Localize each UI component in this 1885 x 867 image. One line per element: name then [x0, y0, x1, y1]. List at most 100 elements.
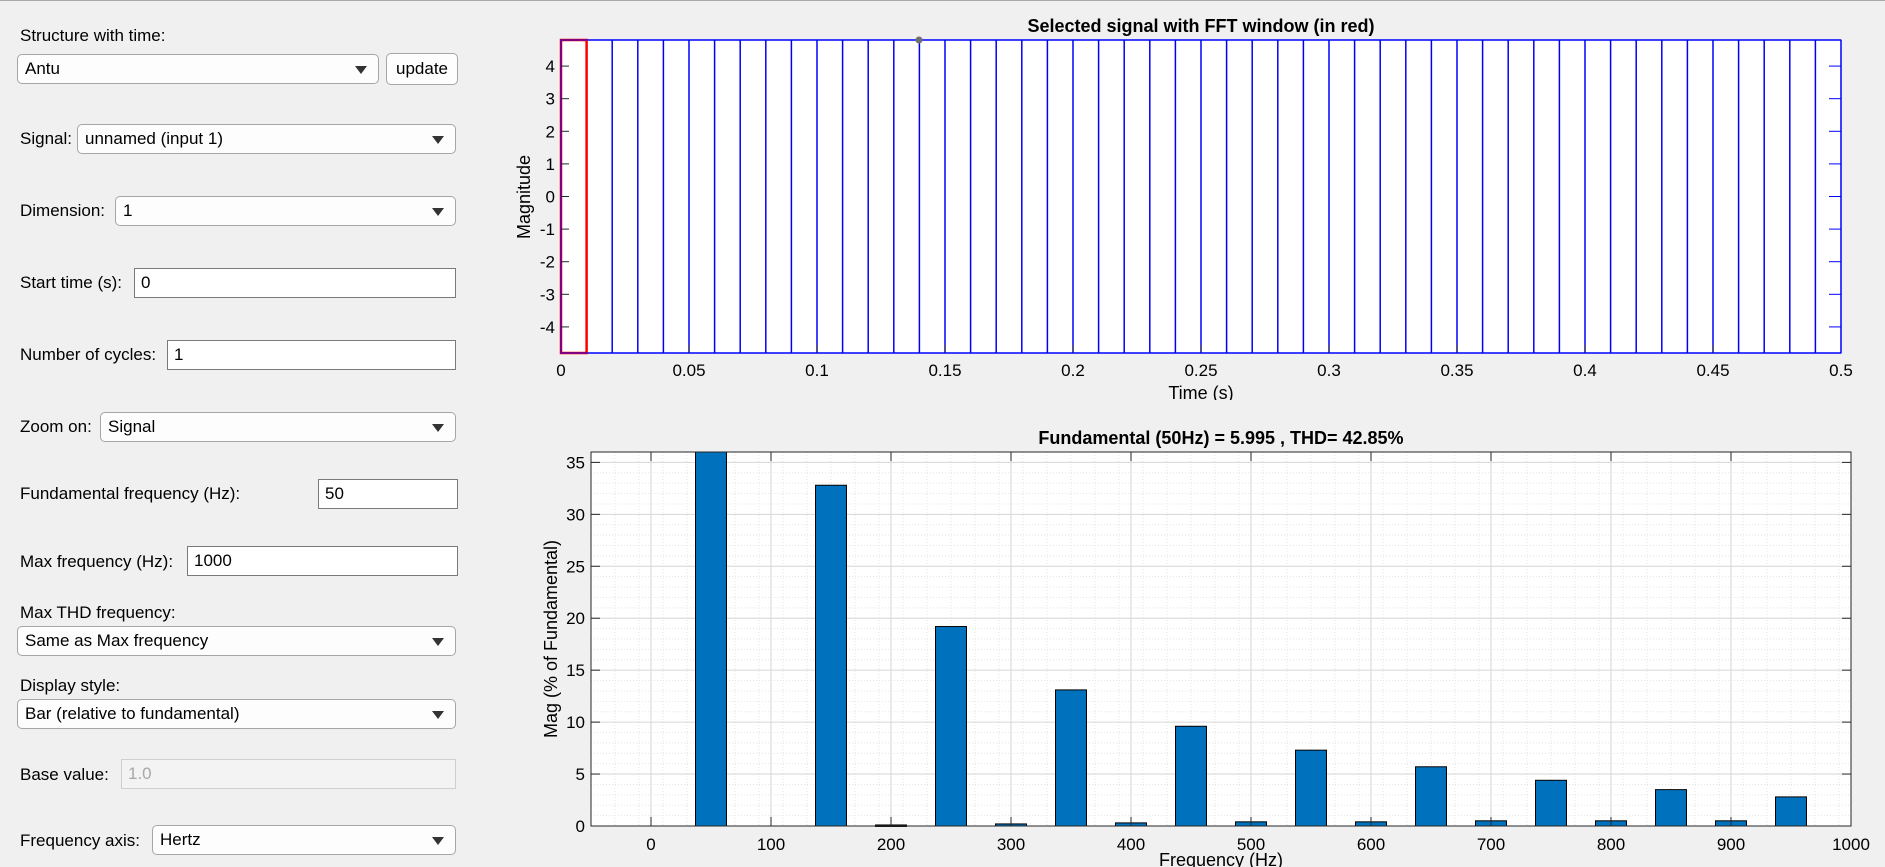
max-thd-dropdown[interactable]: Same as Max frequency	[17, 626, 456, 656]
x-tick-label: 0.2	[1061, 361, 1085, 380]
freq-axis-dropdown[interactable]: Hertz	[152, 825, 456, 855]
harmonic-bar	[695, 451, 727, 827]
y-tick-label: 3	[546, 90, 555, 109]
x-tick-label: 0.15	[928, 361, 961, 380]
x-tick-label: 0	[646, 835, 655, 854]
max-thd-value: Same as Max frequency	[25, 631, 209, 650]
signal-plot-xlabel: Time (s)	[1168, 383, 1233, 400]
chevron-down-icon	[432, 424, 444, 432]
signal-plot-frame	[560, 39, 1842, 354]
freq-axis-value: Hertz	[160, 830, 201, 849]
freq-axis-label: Frequency axis:	[20, 831, 140, 850]
x-tick-label: 800	[1597, 835, 1625, 854]
y-tick-label: 1	[546, 155, 555, 174]
harmonic-bar	[1655, 789, 1687, 827]
cycles-input[interactable]: 1	[167, 340, 456, 370]
chevron-down-icon	[355, 66, 367, 74]
start-time-label: Start time (s):	[20, 273, 123, 292]
y-tick-label: 15	[566, 661, 585, 680]
fft-plot-xlabel: Frequency (Hz)	[1159, 850, 1283, 867]
chevron-down-icon	[432, 638, 444, 646]
y-tick-label: 30	[566, 505, 585, 524]
fft-plot-ylabel: Mag (% of Fundamental)	[541, 540, 561, 738]
chevron-down-icon	[432, 136, 444, 144]
max-freq-label: Max frequency (Hz):	[20, 552, 174, 571]
x-tick-label: 0.3	[1317, 361, 1341, 380]
signal-value: unnamed (input 1)	[85, 129, 223, 148]
signal-plot-ylabel: Magnitude	[514, 155, 534, 239]
update-button[interactable]: update	[386, 53, 458, 85]
structure-label: Structure with time:	[20, 26, 166, 45]
x-tick-label: 0.05	[672, 361, 705, 380]
max-freq-input[interactable]: 1000	[187, 546, 458, 576]
harmonic-bar	[1775, 796, 1807, 827]
chevron-down-icon	[432, 837, 444, 845]
fund-freq-input[interactable]: 50	[318, 479, 458, 509]
y-tick-label: 20	[566, 609, 585, 628]
harmonic-bar	[815, 484, 847, 827]
x-tick-label: 0.1	[805, 361, 829, 380]
max-thd-label: Max THD frequency:	[20, 603, 176, 622]
y-tick-label: -1	[540, 220, 555, 239]
x-tick-label: 300	[997, 835, 1025, 854]
fund-freq-label: Fundamental frequency (Hz):	[20, 484, 241, 503]
x-tick-label: 600	[1357, 835, 1385, 854]
x-tick-label: 0.25	[1184, 361, 1217, 380]
cycles-label: Number of cycles:	[20, 345, 157, 364]
structure-dropdown[interactable]: Antu	[17, 54, 379, 84]
x-tick-label: 0.4	[1573, 361, 1597, 380]
harmonic-bar	[1535, 779, 1567, 827]
y-tick-label: 0	[576, 817, 585, 836]
y-tick-label: 25	[566, 557, 585, 576]
display-style-label: Display style:	[20, 676, 121, 695]
dimension-value: 1	[123, 201, 133, 220]
y-tick-label: 35	[566, 453, 585, 472]
start-time-input[interactable]: 0	[134, 268, 456, 298]
base-value-input: 1.0	[121, 759, 456, 789]
zoom-label: Zoom on:	[20, 417, 92, 436]
zoom-dropdown[interactable]: Signal	[100, 412, 456, 442]
signal-dropdown[interactable]: unnamed (input 1)	[77, 124, 456, 154]
dimension-dropdown[interactable]: 1	[115, 196, 456, 226]
signal-plot-title: Selected signal with FFT window (in red)	[1027, 16, 1374, 36]
signal-plot[interactable]: 0 0.05 0.1 0.15 0.2 0.25 0.3 0.35 0.4 0.45 0.5 -4 -3…	[0, 0, 1885, 400]
x-tick-label: 0.35	[1440, 361, 1473, 380]
fft-plot-title: Fundamental (50Hz) = 5.995 , THD= 42.85%	[1038, 428, 1403, 448]
x-tick-label: 1000	[1832, 835, 1870, 854]
x-tick-label: 900	[1717, 835, 1745, 854]
y-tick-label: 10	[566, 713, 585, 732]
chevron-down-icon	[432, 711, 444, 719]
fft-plot-frame	[590, 451, 1852, 827]
harmonic-bar	[1175, 725, 1207, 827]
data-cursor-marker[interactable]	[915, 36, 923, 44]
y-tick-label: 5	[576, 765, 585, 784]
structure-value: Antu	[25, 59, 60, 78]
harmonic-bar	[1055, 689, 1087, 827]
y-tick-label: 0	[546, 188, 555, 207]
display-style-dropdown[interactable]: Bar (relative to fundamental)	[17, 699, 456, 729]
x-tick-label: 0.45	[1696, 361, 1729, 380]
x-tick-label: 0.5	[1829, 361, 1853, 380]
harmonic-bar	[935, 626, 967, 827]
y-tick-label: -2	[540, 253, 555, 272]
x-tick-label: 400	[1117, 835, 1145, 854]
signal-label: Signal:	[20, 129, 72, 148]
y-tick-label: 4	[546, 57, 555, 76]
zoom-value: Signal	[108, 417, 156, 436]
harmonic-bar	[1415, 766, 1447, 827]
x-tick-label: 0	[556, 361, 565, 380]
dimension-label: Dimension:	[20, 201, 106, 220]
y-tick-label: -3	[540, 285, 555, 304]
window-top-border	[0, 0, 1885, 1]
x-tick-label: 700	[1477, 835, 1505, 854]
x-tick-label: 100	[757, 835, 785, 854]
x-tick-label: 200	[877, 835, 905, 854]
chevron-down-icon	[432, 208, 444, 216]
y-tick-label: -4	[540, 318, 555, 337]
harmonic-bar	[1295, 749, 1327, 827]
display-style-value: Bar (relative to fundamental)	[25, 704, 240, 723]
fft-bar-chart[interactable]: 0 100 200 300 400 500 600 700 800 900 1000 0 5 10 15 20…	[0, 420, 1885, 867]
base-value-label: Base value:	[20, 765, 109, 784]
x-tick-label: 500	[1237, 835, 1265, 854]
y-tick-label: 2	[546, 122, 555, 141]
